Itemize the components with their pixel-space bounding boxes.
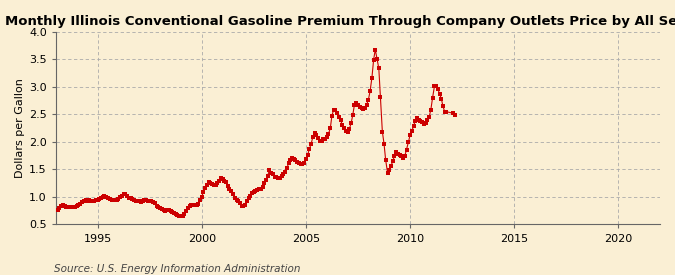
Title: Monthly Illinois Conventional Gasoline Premium Through Company Outlets Price by : Monthly Illinois Conventional Gasoline P… [5,15,675,28]
Text: Source: U.S. Energy Information Administration: Source: U.S. Energy Information Administ… [54,264,300,274]
Y-axis label: Dollars per Gallon: Dollars per Gallon [15,78,25,178]
